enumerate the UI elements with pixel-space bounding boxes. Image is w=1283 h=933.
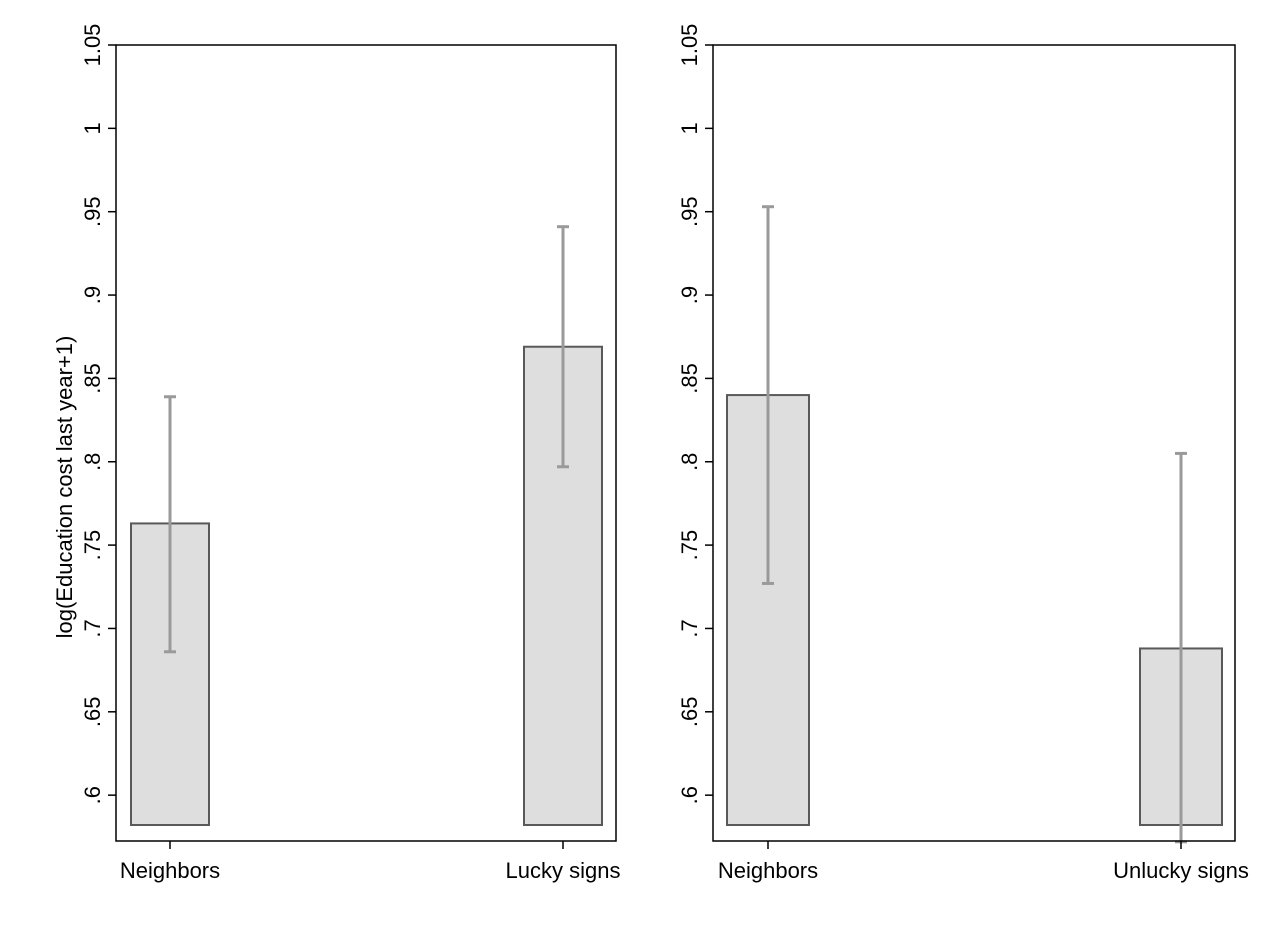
y-tick-label: .9 xyxy=(80,286,105,304)
y-tick-label: .8 xyxy=(677,453,702,471)
y-tick-label: .85 xyxy=(80,363,105,394)
y-tick-label: .65 xyxy=(677,697,702,728)
plot-frame xyxy=(712,44,1236,842)
y-axis-title: log(Education cost last year+1) xyxy=(52,336,77,639)
error-bar xyxy=(762,205,774,585)
left-panel: .6 .65 .7 .75 .8 .85 .9 .95 1 1.05 Neighbors Lucky … xyxy=(52,24,620,883)
y-tick-label: .6 xyxy=(677,786,702,804)
y-tick-label: 1 xyxy=(677,122,702,134)
y-tick-label: .85 xyxy=(677,363,702,394)
y-tick-label: .7 xyxy=(80,619,105,637)
x-tick-label: Neighbors xyxy=(120,858,220,883)
y-tick-label: .6 xyxy=(80,786,105,804)
error-bar xyxy=(164,395,176,654)
y-tick-label: 1 xyxy=(80,122,105,134)
y-tick-label: .9 xyxy=(677,286,702,304)
x-tick-label: Unlucky signs xyxy=(1113,858,1249,883)
y-tick-label: .95 xyxy=(677,196,702,227)
y-tick-label: .75 xyxy=(677,530,702,561)
error-bar xyxy=(557,225,569,469)
y-tick-label: 1.05 xyxy=(677,24,702,67)
right-panel: .6 .65 .7 .75 .8 .85 .9 .95 1 1.05 Neighbors Unluck… xyxy=(677,24,1249,883)
x-tick-label: Neighbors xyxy=(718,858,818,883)
plot-frame xyxy=(115,44,617,842)
y-tick-label: .75 xyxy=(80,530,105,561)
y-tick-label: .65 xyxy=(80,697,105,728)
y-tick-label: .95 xyxy=(80,196,105,227)
y-tick-label: 1.05 xyxy=(80,24,105,67)
y-tick-label: .8 xyxy=(80,453,105,471)
x-tick-label: Lucky signs xyxy=(506,858,621,883)
y-tick-label: .7 xyxy=(677,619,702,637)
